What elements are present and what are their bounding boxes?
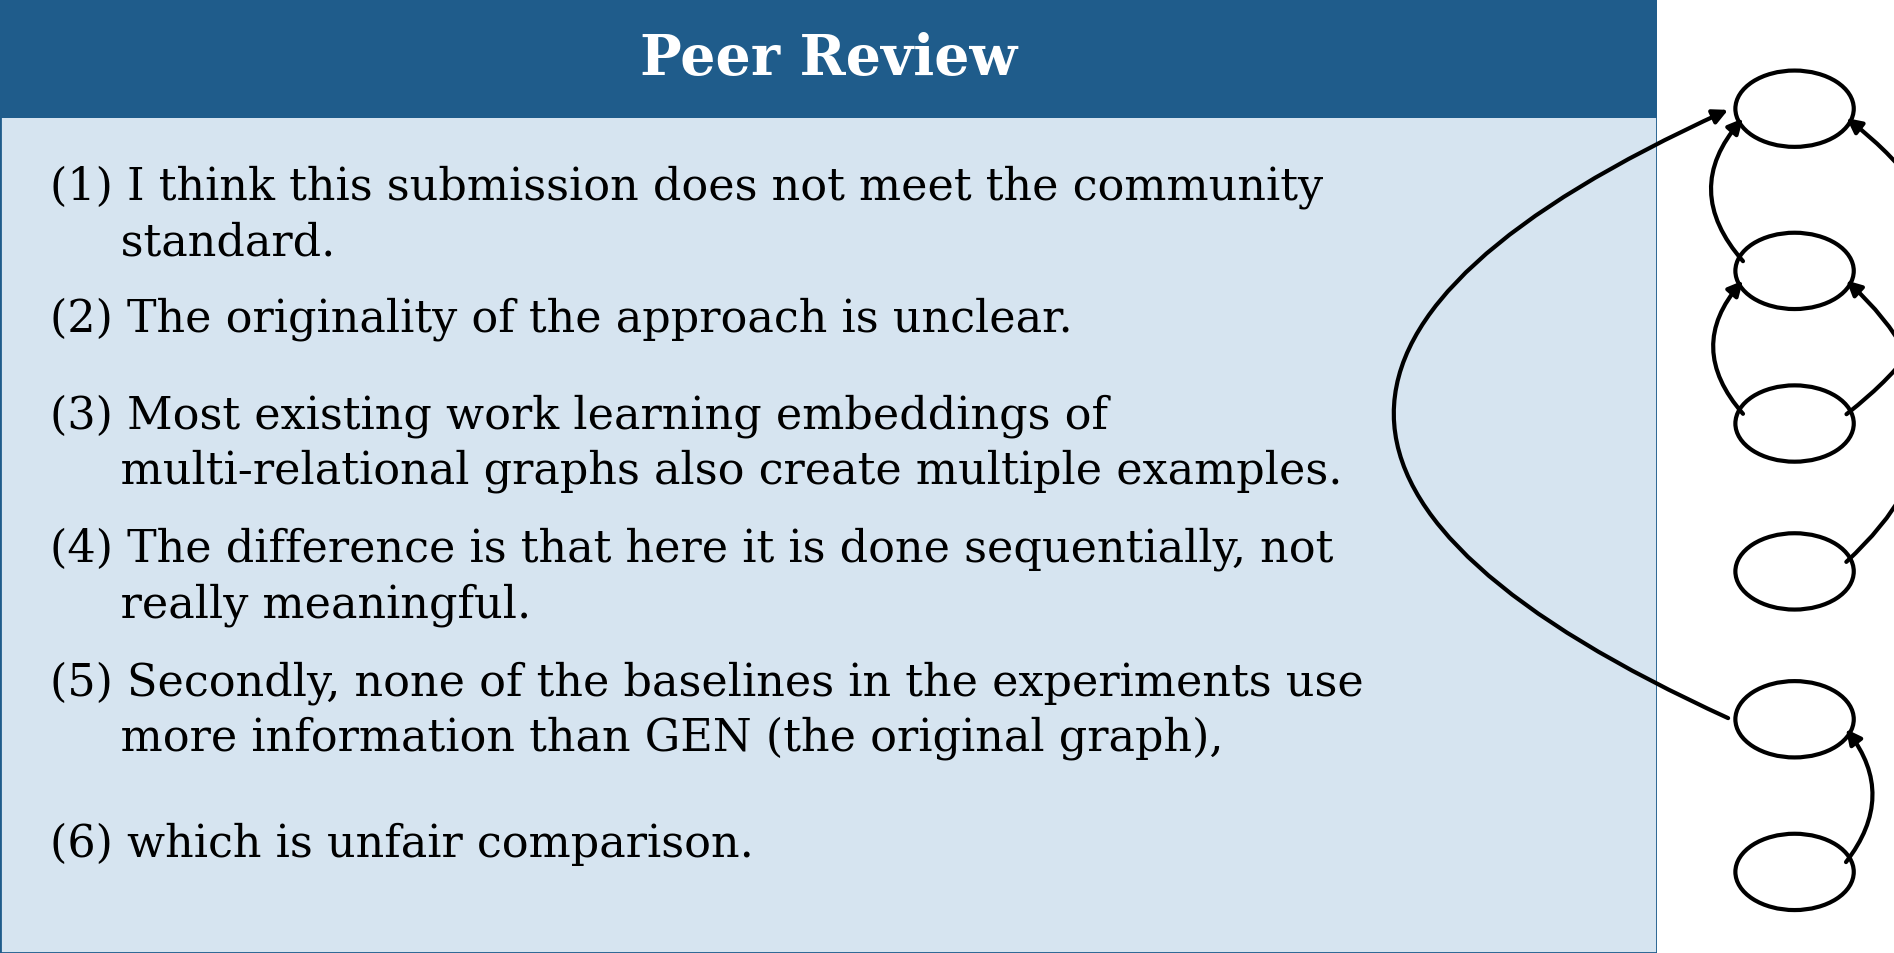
Text: (5) Secondly, none of the baselines in the experiments use
     more information: (5) Secondly, none of the baselines in t… [49, 660, 1364, 760]
Text: (3) Most existing work learning embeddings of
     multi-relational graphs also : (3) Most existing work learning embeddin… [49, 394, 1343, 493]
Text: Peer Review: Peer Review [640, 32, 1017, 87]
Ellipse shape [1735, 71, 1854, 148]
Ellipse shape [1735, 233, 1854, 310]
Ellipse shape [1735, 681, 1854, 758]
Text: (2) The originality of the approach is unclear.: (2) The originality of the approach is u… [49, 297, 1072, 341]
Text: (1) I think this submission does not meet the community
     standard.: (1) I think this submission does not mee… [49, 165, 1322, 264]
Text: (6) which is unfair comparison.: (6) which is unfair comparison. [49, 821, 754, 865]
Ellipse shape [1735, 386, 1854, 462]
Bar [0, 0, 1657, 119]
Ellipse shape [1735, 534, 1854, 610]
Text: (4) The difference is that here it is done sequentially, not
     really meaning: (4) The difference is that here it is do… [49, 527, 1333, 626]
Ellipse shape [1735, 834, 1854, 910]
